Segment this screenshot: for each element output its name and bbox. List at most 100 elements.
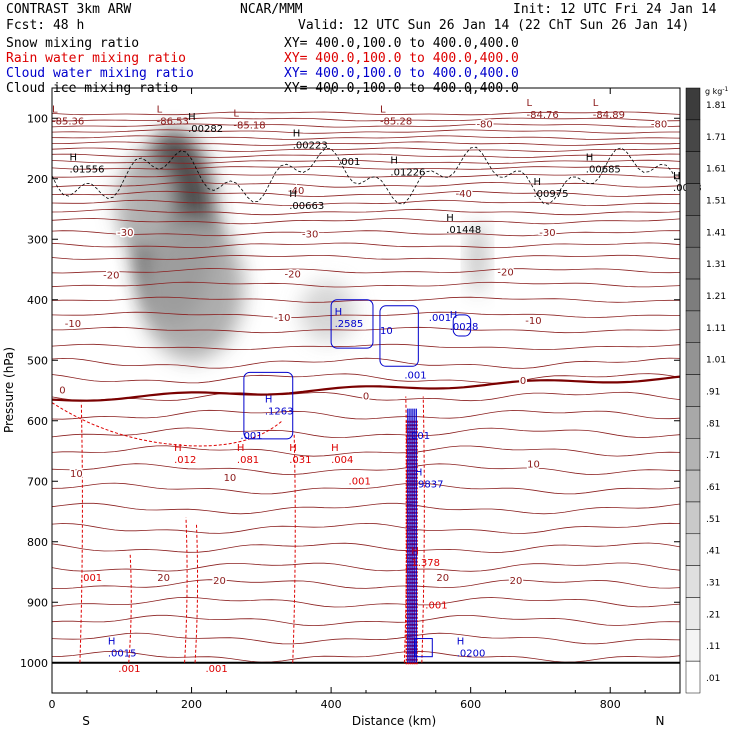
snow-blob xyxy=(114,154,178,252)
colorbar-label: .01 xyxy=(706,674,720,684)
extremum-marker: H xyxy=(293,128,301,139)
temperature-label: -80 xyxy=(651,119,667,130)
y-tick-label: 100 xyxy=(27,112,48,125)
temperature-label: -30 xyxy=(302,229,318,240)
colorbar-label: 1.81 xyxy=(706,101,726,111)
temperature-contour xyxy=(52,208,680,216)
contour-label: .001 xyxy=(206,664,228,675)
extremum-value: -85.28 xyxy=(380,116,412,127)
extremum-marker: H xyxy=(457,637,465,648)
temperature-label: 10 xyxy=(224,473,237,484)
temperature-contour xyxy=(52,281,680,288)
temperature-contour xyxy=(52,242,680,248)
snow-blob xyxy=(299,281,356,343)
colorbar-label: .41 xyxy=(706,547,720,557)
extremum-marker: H xyxy=(188,112,196,123)
temperature-label: 10 xyxy=(70,469,83,480)
colorbar-segment xyxy=(685,119,701,152)
org-label: NCAR/MMM xyxy=(240,2,303,17)
temperature-contour xyxy=(52,123,680,128)
x-tick-label: 400 xyxy=(321,698,342,711)
extremum-value: .01226 xyxy=(390,168,425,179)
x-axis-label: Distance (km) xyxy=(352,714,436,728)
temperature-contour xyxy=(52,650,680,663)
extremum-marker: H xyxy=(174,443,182,454)
temperature-contour xyxy=(52,482,680,495)
temperature-contour xyxy=(52,427,680,439)
colorbar-segment xyxy=(685,342,701,375)
contour-label: .001 xyxy=(118,664,140,675)
extremum-marker: H xyxy=(289,443,297,454)
extremum-marker: L xyxy=(52,104,58,115)
temperature-contour xyxy=(52,165,680,170)
contour-label: .001 xyxy=(349,476,371,487)
cloud-water-contour xyxy=(243,371,294,440)
colorbar-segment xyxy=(685,310,701,343)
x-endpoint-right: N xyxy=(656,714,665,728)
temperature-contour xyxy=(52,522,680,534)
rain-contour xyxy=(128,553,132,663)
y-tick-label: 400 xyxy=(27,294,48,307)
temperature-contour xyxy=(52,129,680,134)
colorbar-segment xyxy=(685,374,701,407)
colorbar-label: 1.21 xyxy=(706,292,726,302)
y-tick-label: 500 xyxy=(27,354,48,367)
temperature-label: 0 xyxy=(363,392,369,403)
temperature-contour xyxy=(52,296,680,303)
temperature-contour xyxy=(52,326,680,334)
x-endpoint-left: S xyxy=(82,714,90,728)
extremum-value: .081 xyxy=(237,455,259,466)
legend-rain-xy: XY= 400.0,100.0 to 400.0,400.0 xyxy=(284,51,519,66)
extremum-marker: L xyxy=(380,104,386,115)
x-tick-label: 200 xyxy=(181,698,202,711)
temperature-contour xyxy=(52,343,680,351)
extremum-value: .2585 xyxy=(335,319,364,330)
extremum-marker: L xyxy=(593,98,599,109)
rain-contour xyxy=(292,432,296,663)
contour-label: .001 xyxy=(240,431,262,442)
fcst-label: Fcst: 48 h xyxy=(6,18,85,33)
temperature-label: -20 xyxy=(497,268,513,279)
temperature-contour xyxy=(52,357,680,369)
temperature-label: -30 xyxy=(117,228,133,239)
temperature-contour xyxy=(52,153,680,158)
snow-shading xyxy=(114,130,487,361)
temperature-contour xyxy=(52,614,680,627)
extremum-marker: H xyxy=(289,189,297,200)
colorbar-segment xyxy=(685,629,701,662)
colorbar-label: 1.71 xyxy=(706,133,726,143)
colorbar-segment xyxy=(685,151,701,184)
extremum-value: .00223 xyxy=(293,140,328,151)
colorbar-segment xyxy=(685,501,701,535)
cloud-water-contour xyxy=(414,638,433,658)
temperature-contour xyxy=(52,199,680,207)
temperature-contour xyxy=(52,135,680,140)
colorbar-segment xyxy=(685,183,701,216)
temperature-contour xyxy=(52,218,680,225)
temperature-label: 20 xyxy=(213,576,226,587)
extremum-value: .0015 xyxy=(108,649,137,660)
temperature-contour xyxy=(52,141,680,146)
extremum-value: .1263 xyxy=(265,407,294,418)
contour-label: .001 xyxy=(425,600,447,611)
init-label: Init: 12 UTC Fri 24 Jan 14 xyxy=(513,2,717,17)
colorbar-unit-exp: -1 xyxy=(722,86,728,93)
colorbar-segment xyxy=(685,565,701,598)
extremum-value: .0028 xyxy=(450,322,479,333)
extremum-value: -85.18 xyxy=(233,121,265,132)
rain-contour xyxy=(421,396,425,663)
rain-contour xyxy=(184,517,188,663)
colorbar-unit-text: g kg xyxy=(705,87,722,96)
cloud-water-contours xyxy=(243,299,472,663)
extremum-value: .031 xyxy=(289,455,311,466)
extremum-value: .012 xyxy=(174,455,196,466)
colorbar-label: .91 xyxy=(706,388,720,398)
temperature-contour xyxy=(52,596,680,608)
temperature-contour xyxy=(52,445,680,457)
temperature-contour xyxy=(52,117,680,122)
temperature-label: 20 xyxy=(436,573,449,584)
colorbar-segment xyxy=(685,597,701,630)
valid-label: Valid: 12 UTC Sun 26 Jan 14 (22 ChT Sun … xyxy=(298,18,690,33)
